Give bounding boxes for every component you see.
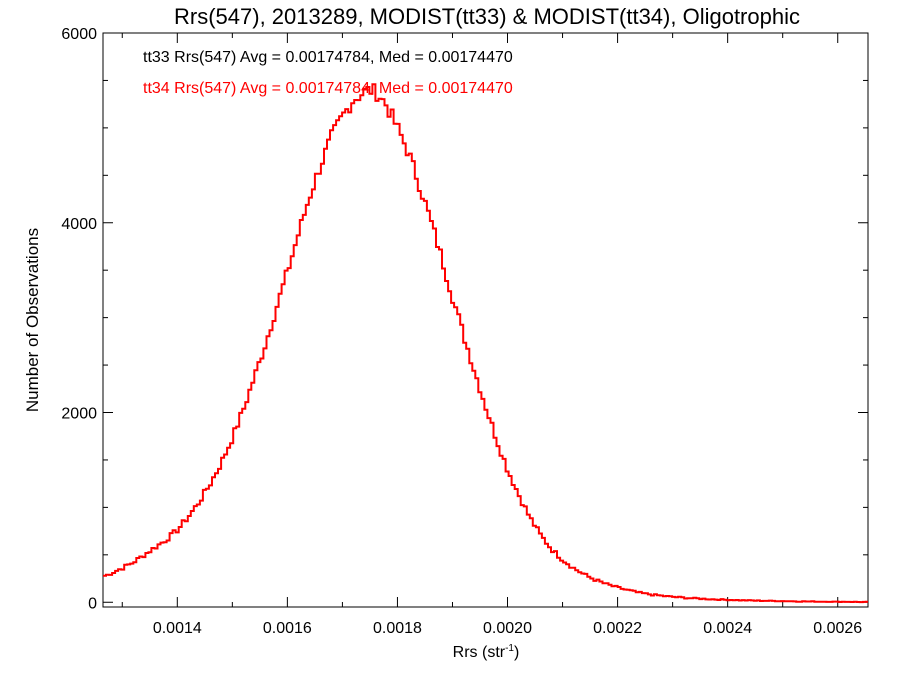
y-axis-ticks: 0 2000 4000 6000 xyxy=(61,26,868,612)
histogram-line xyxy=(103,83,868,604)
y-tick-label: 2000 xyxy=(61,406,97,423)
histogram-series xyxy=(103,83,868,604)
x-tick-label: 0.0016 xyxy=(263,620,312,637)
annotation-tt33: tt33 Rrs(547) Avg = 0.00174784, Med = 0.… xyxy=(143,49,513,66)
y-tick-label: 6000 xyxy=(61,26,97,43)
annotation-tt34: tt34 Rrs(547) Avg = 0.00174784, Med = 0.… xyxy=(143,80,513,97)
x-tick-label: 0.0014 xyxy=(153,620,202,637)
x-axis-label: Rrs (str-1) xyxy=(453,643,520,661)
x-tick-label: 0.0018 xyxy=(373,620,422,637)
chart-title: Rrs(547), 2013289, MODIST(tt33) & MODIST… xyxy=(174,4,800,29)
plot-frame xyxy=(102,32,869,608)
y-axis-label: Number of Observations xyxy=(23,228,42,412)
x-axis-ticks: 0.0014 0.0016 0.0018 0.0020 0.0022 0.0024 0.00… xyxy=(121,33,862,637)
x-tick-label: 0.0020 xyxy=(483,620,532,637)
x-tick-label: 0.0022 xyxy=(593,620,642,637)
y-tick-label: 0 xyxy=(88,595,97,612)
x-tick-label: 0.0024 xyxy=(703,620,752,637)
y-tick-label: 4000 xyxy=(61,216,97,233)
x-tick-label: 0.0026 xyxy=(813,620,862,637)
